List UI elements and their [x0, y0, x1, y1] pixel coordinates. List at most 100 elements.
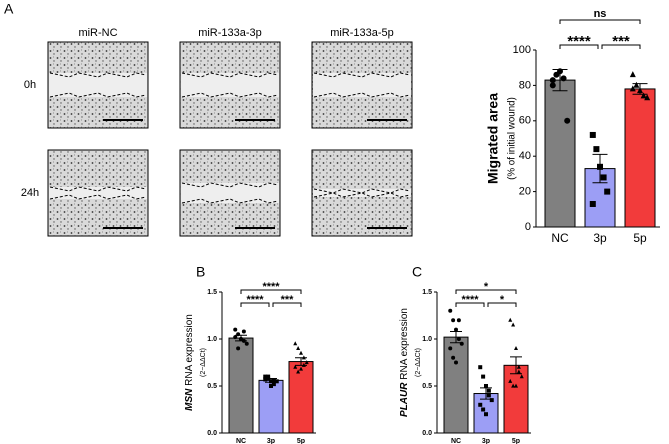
- data-point: [514, 383, 518, 388]
- data-point: [459, 341, 464, 346]
- wound-area: [313, 73, 411, 97]
- data-point: [508, 317, 513, 322]
- y-axis-sublabel: (2−ΔΔCt): [415, 348, 422, 377]
- data-point: [637, 87, 643, 94]
- y-axis-sublabel: (% of initial wound): [507, 97, 518, 180]
- y-tick-label: 0.0: [207, 430, 217, 437]
- wound-area: [181, 183, 279, 203]
- significance-bracket: [240, 302, 270, 307]
- y-axis-label-gene: MSN: [184, 388, 195, 411]
- significance-label: ***: [612, 33, 630, 50]
- x-tick-label: NC: [551, 231, 569, 245]
- data-point: [640, 92, 647, 99]
- data-point: [448, 346, 453, 351]
- bar: [503, 364, 529, 434]
- significance-label: ****: [246, 294, 264, 306]
- panel-label: B: [196, 264, 205, 280]
- data-point: [448, 308, 453, 313]
- data-point: [241, 329, 246, 334]
- data-point: [301, 362, 306, 367]
- bar: [258, 379, 284, 434]
- y-tick-label: 0: [525, 221, 531, 233]
- column-label: miR-133a-3p: [198, 27, 262, 39]
- data-point: [484, 412, 488, 417]
- data-point: [600, 174, 607, 181]
- data-point: [456, 337, 461, 341]
- data-point: [604, 188, 611, 195]
- data-point: [629, 71, 636, 78]
- y-tick-label: 80: [519, 79, 531, 91]
- data-point: [489, 398, 494, 403]
- significance-label: ns: [594, 8, 607, 20]
- data-point: [236, 346, 241, 351]
- y-tick-label: 60: [519, 115, 531, 127]
- data-point: [557, 68, 563, 75]
- data-point: [516, 369, 521, 374]
- data-point: [516, 364, 521, 369]
- data-point: [454, 360, 458, 365]
- data-point: [274, 379, 279, 384]
- data-point: [266, 374, 271, 379]
- data-point: [549, 77, 556, 84]
- data-point: [304, 360, 309, 365]
- data-point: [484, 384, 488, 388]
- data-point: [271, 378, 276, 383]
- x-tick-label: 5p: [633, 231, 647, 245]
- x-tick-label: NC: [451, 438, 461, 444]
- significance-label: ****: [567, 33, 591, 50]
- data-point: [299, 366, 303, 371]
- row-label: 0h: [24, 79, 36, 91]
- data-point: [564, 117, 571, 124]
- significance-label: *: [500, 294, 505, 306]
- data-point: [593, 146, 600, 153]
- data-point: [481, 407, 486, 412]
- wound-edge: [49, 92, 147, 98]
- data-point: [456, 318, 461, 323]
- data-point: [451, 355, 456, 360]
- bar: [544, 79, 576, 228]
- significance-bracket: [559, 19, 641, 24]
- data-point: [511, 322, 516, 327]
- significance-label: ****: [461, 294, 479, 306]
- data-point: [478, 365, 483, 370]
- bar: [288, 361, 314, 434]
- wound-edge: [313, 192, 411, 198]
- panel-label: C: [412, 264, 422, 280]
- significance-bracket: [455, 289, 517, 294]
- significance-bracket: [601, 44, 641, 49]
- y-axis-label: PLAUR RNA expression: [399, 308, 410, 417]
- row-label: 24h: [21, 187, 39, 199]
- data-point: [514, 346, 518, 350]
- y-tick-label: 1.5: [422, 289, 432, 296]
- significance-bracket: [240, 289, 302, 294]
- error-bar: [510, 356, 522, 375]
- data-point: [269, 379, 273, 384]
- data-point: [263, 377, 268, 382]
- y-tick-label: 100: [513, 44, 531, 56]
- data-point: [486, 393, 491, 398]
- data-point: [233, 327, 238, 332]
- data-point: [633, 81, 640, 88]
- y-tick-label: 40: [519, 150, 531, 162]
- x-tick-label: 3p: [267, 438, 275, 444]
- data-point: [629, 85, 636, 92]
- wound-edge: [313, 72, 411, 78]
- y-axis-label-text: RNA expression: [184, 314, 195, 386]
- data-point: [597, 163, 603, 170]
- x-tick-label: 3p: [482, 438, 490, 444]
- y-tick-label: 20: [519, 186, 531, 198]
- y-axis-label: Migrated area: [485, 93, 501, 184]
- bar: [228, 337, 254, 434]
- x-tick-label: NC: [236, 438, 246, 444]
- significance-label: ****: [262, 281, 280, 293]
- data-point: [299, 350, 303, 355]
- data-point: [301, 355, 306, 360]
- y-axis-label: MSN RNA expression: [184, 314, 195, 411]
- column-label: miR-133a-5p: [330, 27, 394, 39]
- y-axis-label-text: RNA expression: [399, 308, 410, 380]
- y-tick-label: 0.5: [422, 383, 432, 390]
- y-axis-label-gene: PLAUR: [399, 382, 410, 417]
- significance-label: *: [484, 281, 489, 293]
- x-tick-label: 5p: [512, 438, 520, 444]
